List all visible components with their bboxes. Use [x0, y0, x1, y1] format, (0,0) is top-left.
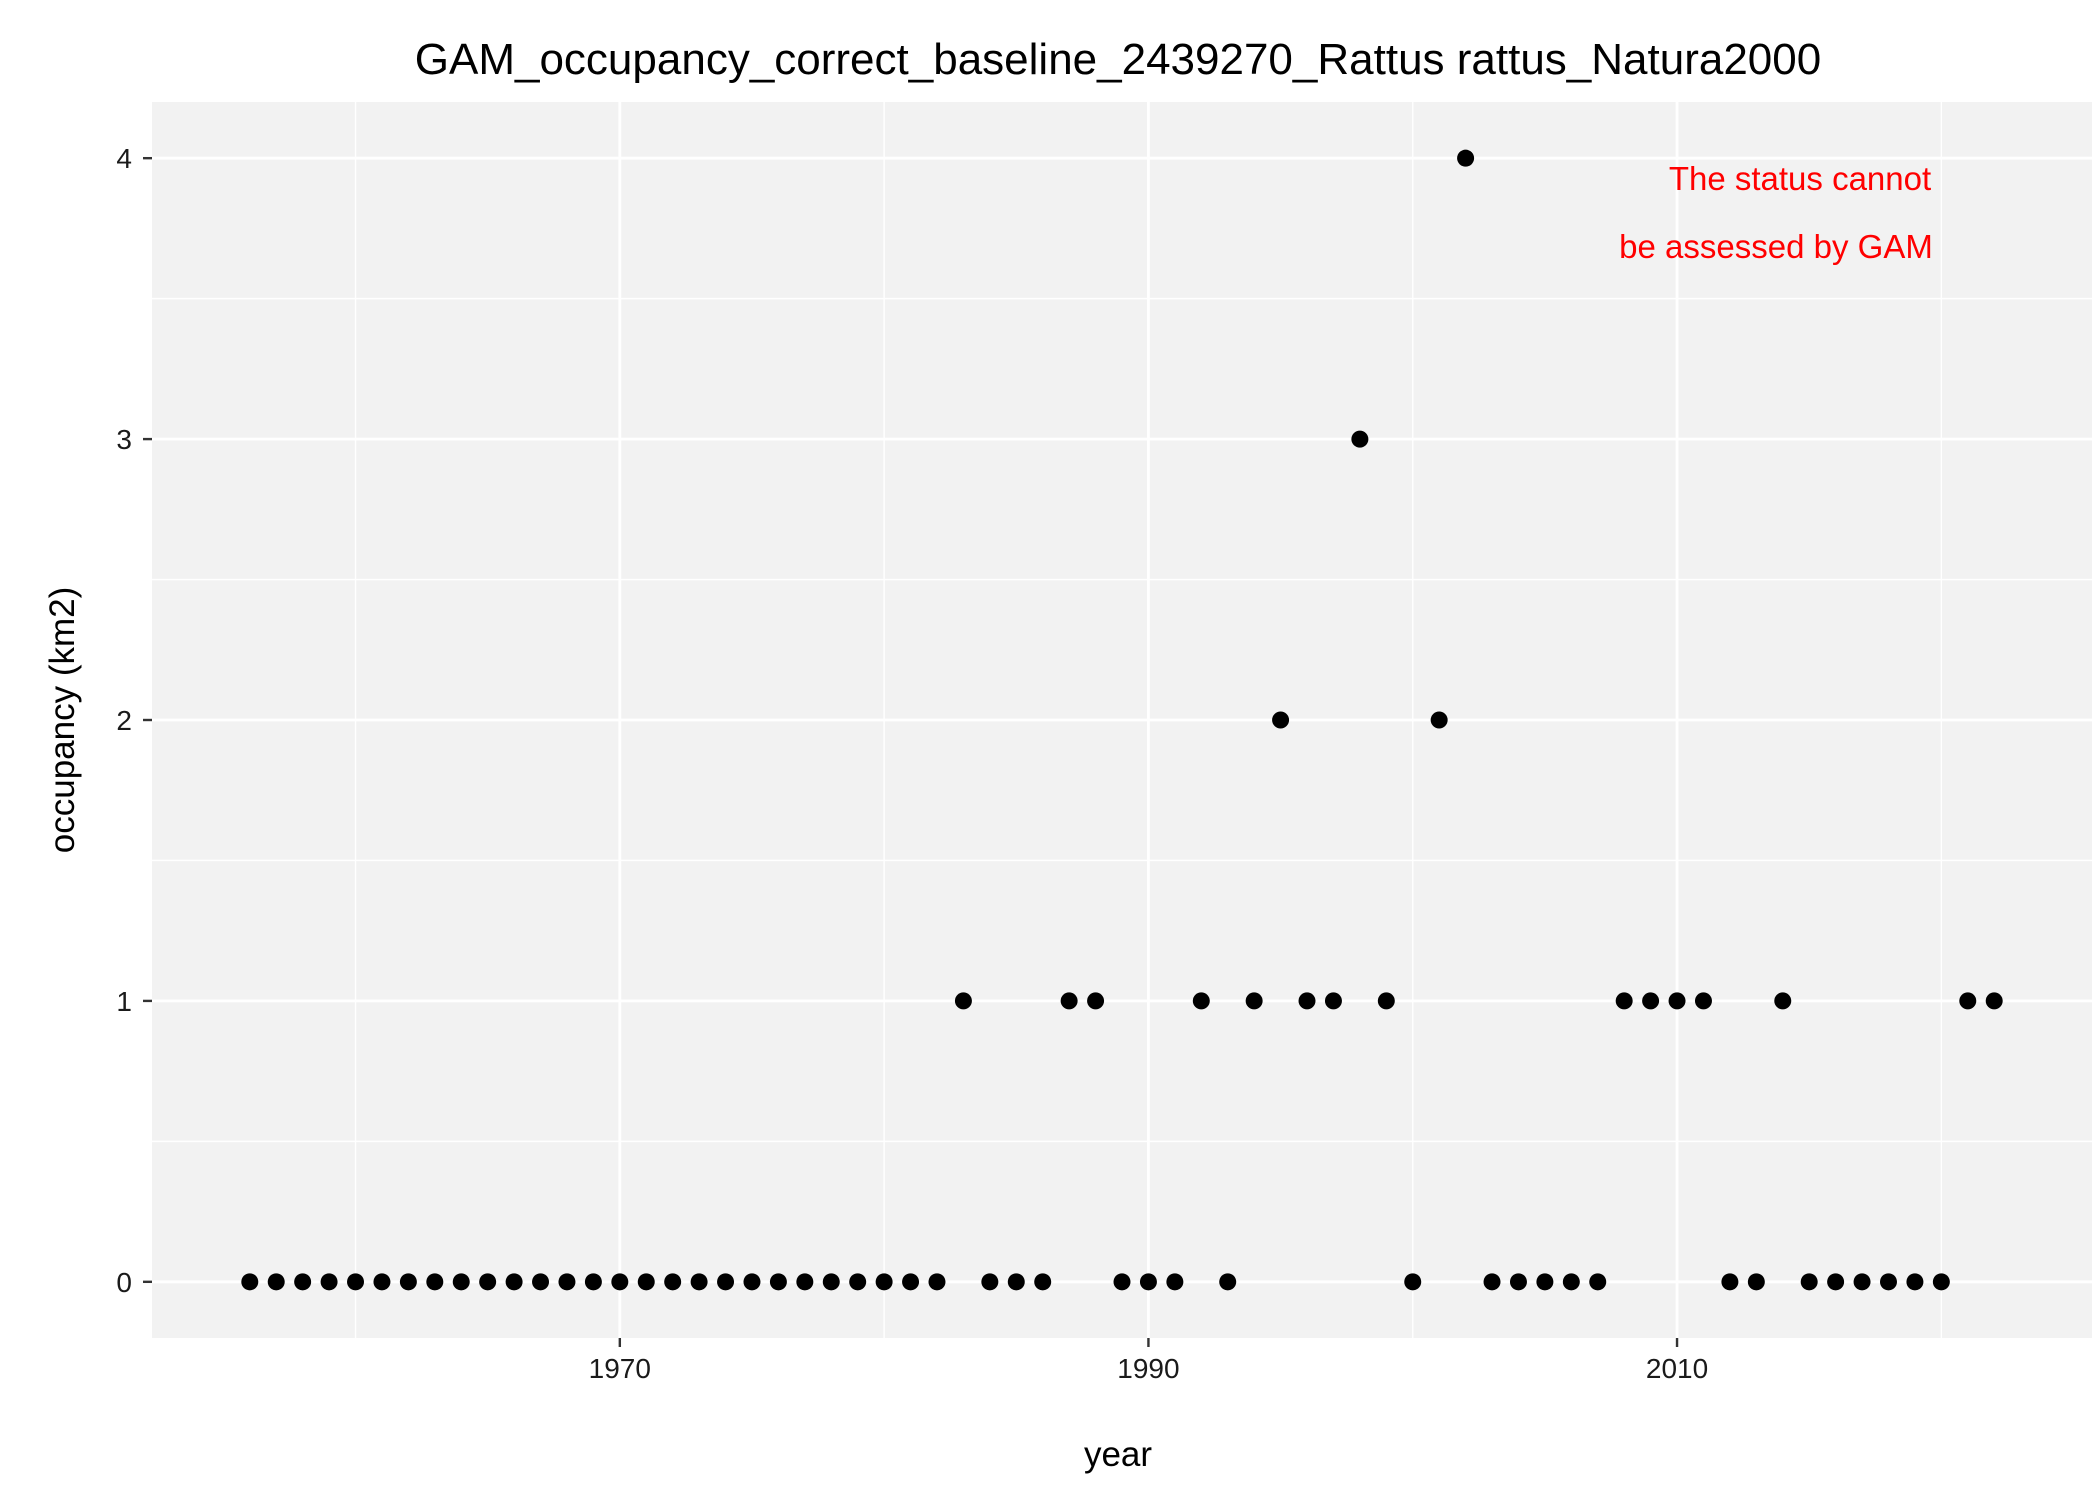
data-point [1562, 1273, 1580, 1291]
data-point [1351, 430, 1369, 448]
data-point [1906, 1273, 1924, 1291]
y-tick-label: 3 [116, 424, 132, 455]
annotation: The status cannot be assessed by GAM [1619, 160, 1933, 265]
data-point [1219, 1273, 1237, 1291]
y-tick-label: 4 [116, 143, 132, 174]
data-point [1932, 1273, 1950, 1291]
data-point [1959, 992, 1977, 1010]
data-point [717, 1273, 735, 1291]
annotation-line-1: The status cannot [1669, 160, 1931, 197]
data-point [479, 1273, 497, 1291]
x-tick-label: 1970 [589, 1353, 651, 1384]
data-point [1298, 992, 1316, 1010]
data-point [532, 1273, 550, 1291]
data-point [1166, 1273, 1184, 1291]
data-point [1879, 1273, 1897, 1291]
data-point [1007, 1273, 1025, 1291]
data-point [849, 1273, 867, 1291]
data-point [558, 1273, 576, 1291]
data-point [1483, 1273, 1501, 1291]
data-point [1457, 149, 1475, 167]
data-point [1642, 992, 1660, 1010]
data-point [928, 1273, 946, 1291]
data-point [241, 1273, 259, 1291]
data-point [1985, 992, 2003, 1010]
data-point [505, 1273, 523, 1291]
data-point [875, 1273, 893, 1291]
data-point [1245, 992, 1263, 1010]
chart-title: GAM_occupancy_correct_baseline_2439270_R… [415, 35, 1821, 84]
y-axis: 0 1 2 3 4 [116, 143, 152, 1298]
data-point [373, 1273, 391, 1291]
x-tick-label: 2010 [1646, 1353, 1708, 1384]
data-point [1324, 992, 1342, 1010]
data-point [1139, 1273, 1157, 1291]
data-point [1774, 992, 1792, 1010]
data-point [637, 1273, 655, 1291]
data-point [1694, 992, 1712, 1010]
data-point [1721, 1273, 1739, 1291]
y-axis-title: occupancy (km2) [43, 587, 82, 853]
data-point [1430, 711, 1448, 729]
data-points [241, 149, 2003, 1291]
data-point [1827, 1273, 1845, 1291]
data-point [743, 1273, 761, 1291]
data-point [1272, 711, 1290, 729]
y-tick-label: 0 [116, 1267, 132, 1298]
data-point [954, 992, 972, 1010]
data-point [1404, 1273, 1422, 1291]
data-point [1668, 992, 1686, 1010]
data-point [1509, 1273, 1527, 1291]
data-point [822, 1273, 840, 1291]
data-point [769, 1273, 787, 1291]
data-point [796, 1273, 814, 1291]
data-point [1377, 992, 1395, 1010]
major-gridlines [152, 102, 2092, 1338]
x-tick-label: 1990 [1117, 1353, 1179, 1384]
y-tick-label: 1 [116, 986, 132, 1017]
data-point [452, 1273, 470, 1291]
data-point [1192, 992, 1210, 1010]
data-point [426, 1273, 444, 1291]
data-point [1615, 992, 1633, 1010]
y-tick-label: 2 [116, 705, 132, 736]
data-point [584, 1273, 602, 1291]
data-point [1800, 1273, 1818, 1291]
x-axis-title: year [1084, 1435, 1152, 1474]
data-point [267, 1273, 285, 1291]
data-point [1536, 1273, 1554, 1291]
data-point [981, 1273, 999, 1291]
data-point [347, 1273, 365, 1291]
data-point [1034, 1273, 1052, 1291]
annotation-line-2: be assessed by GAM [1619, 228, 1933, 265]
data-point [320, 1273, 338, 1291]
data-point [611, 1273, 629, 1291]
x-axis: 1970 1990 2010 [589, 1338, 1708, 1384]
data-point [1087, 992, 1105, 1010]
data-point [1589, 1273, 1607, 1291]
data-point [294, 1273, 312, 1291]
data-point [690, 1273, 708, 1291]
data-point [1853, 1273, 1871, 1291]
data-point [1060, 992, 1078, 1010]
data-point [1113, 1273, 1131, 1291]
data-point [399, 1273, 417, 1291]
data-point [902, 1273, 920, 1291]
data-point [1747, 1273, 1765, 1291]
data-point [664, 1273, 682, 1291]
